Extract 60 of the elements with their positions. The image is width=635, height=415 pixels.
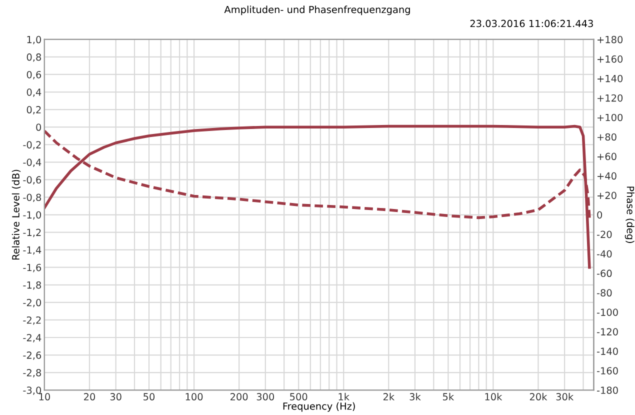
y-tick-label: -0,2 xyxy=(23,141,41,150)
x-tick-label: 20 xyxy=(84,393,96,400)
y-tick-label: -2,6 xyxy=(23,352,42,360)
y2-tick-label: +120 xyxy=(598,94,623,102)
x-tick-label: 30k xyxy=(556,392,574,400)
y-axis-title: Relative Level (dB) xyxy=(12,170,21,260)
x-tick-label: 50 xyxy=(144,393,155,400)
y2-tick-label: +60 xyxy=(598,152,616,160)
x-tick-label: 2k xyxy=(383,392,395,400)
x-tick-label: 5k xyxy=(443,392,454,400)
y-tick-label: -1,0 xyxy=(23,211,42,220)
y-tick-label: 0,6 xyxy=(26,70,42,80)
y-tick-label: -0,4 xyxy=(23,158,42,167)
y-tick-label: 0 xyxy=(36,124,42,131)
y-tick-label: 0,4 xyxy=(26,88,42,97)
y-tick-label: -2,2 xyxy=(23,316,41,325)
x-tick-label: 100 xyxy=(186,393,203,400)
y2-tick-label: -160 xyxy=(596,367,618,374)
y2-tick-label: 0 xyxy=(597,211,602,219)
y-tick-label: -1,4 xyxy=(23,246,42,255)
y2-tick-label: -180 xyxy=(596,386,618,394)
y2-tick-label: -60 xyxy=(596,270,612,278)
x-tick-label: 3k xyxy=(410,392,421,400)
y2-tick-label: +40 xyxy=(598,172,616,180)
x-tick-label: 10k xyxy=(485,392,502,400)
x-tick-label: 300 xyxy=(256,393,274,400)
y-tick-label: -0,8 xyxy=(23,194,42,202)
y-tick-label: -1,2 xyxy=(23,228,41,238)
y2-tick-label: +140 xyxy=(598,74,623,82)
x-tick-label: 500 xyxy=(290,393,308,400)
y2-tick-label: -40 xyxy=(596,250,612,258)
y2-tick-label: -80 xyxy=(596,289,612,297)
x-tick-label: 1k xyxy=(338,392,350,400)
y-tick-label: -2,0 xyxy=(23,298,42,308)
y2-tick-label: -100 xyxy=(596,308,618,316)
text: 23.03.2016 11:06:21.443 xyxy=(470,20,593,28)
y2-tick-label: -20 xyxy=(596,230,612,238)
y2-tick-label: -120 xyxy=(596,328,618,336)
x-tick-label: 10 xyxy=(39,393,50,400)
x-tick-label: 30 xyxy=(110,393,122,400)
y-tick-label: 0,2 xyxy=(26,106,41,114)
y-tick-label: -0,6 xyxy=(23,176,42,185)
y2-tick-label: +100 xyxy=(598,114,623,122)
y-tick-label: 1,0 xyxy=(27,36,42,44)
y-tick-label: -3,0 xyxy=(23,386,42,395)
y2-axis-title: Phase (deg) xyxy=(624,186,634,243)
y-tick-label: -2,4 xyxy=(23,334,42,342)
chart-title: Amplituden- und Phasenfrequenzgang xyxy=(224,6,410,16)
y2-tick-label: +180 xyxy=(598,36,623,44)
y-tick-label: 0,8 xyxy=(26,53,42,62)
x-axis-title: Frequency (Hz) xyxy=(283,402,355,412)
y2-tick-label: -140 xyxy=(596,348,618,355)
y2-tick-label: +20 xyxy=(598,192,616,200)
y-tick-label: -2,8 xyxy=(23,369,42,378)
y2-tick-label: +160 xyxy=(598,55,623,63)
y-tick-label: -1,8 xyxy=(23,281,42,290)
x-tick-label: 20k xyxy=(530,392,548,400)
y2-tick-label: +80 xyxy=(598,133,616,141)
x-tick-label: 200 xyxy=(230,393,248,400)
y-tick-label: -1,6 xyxy=(23,264,42,272)
